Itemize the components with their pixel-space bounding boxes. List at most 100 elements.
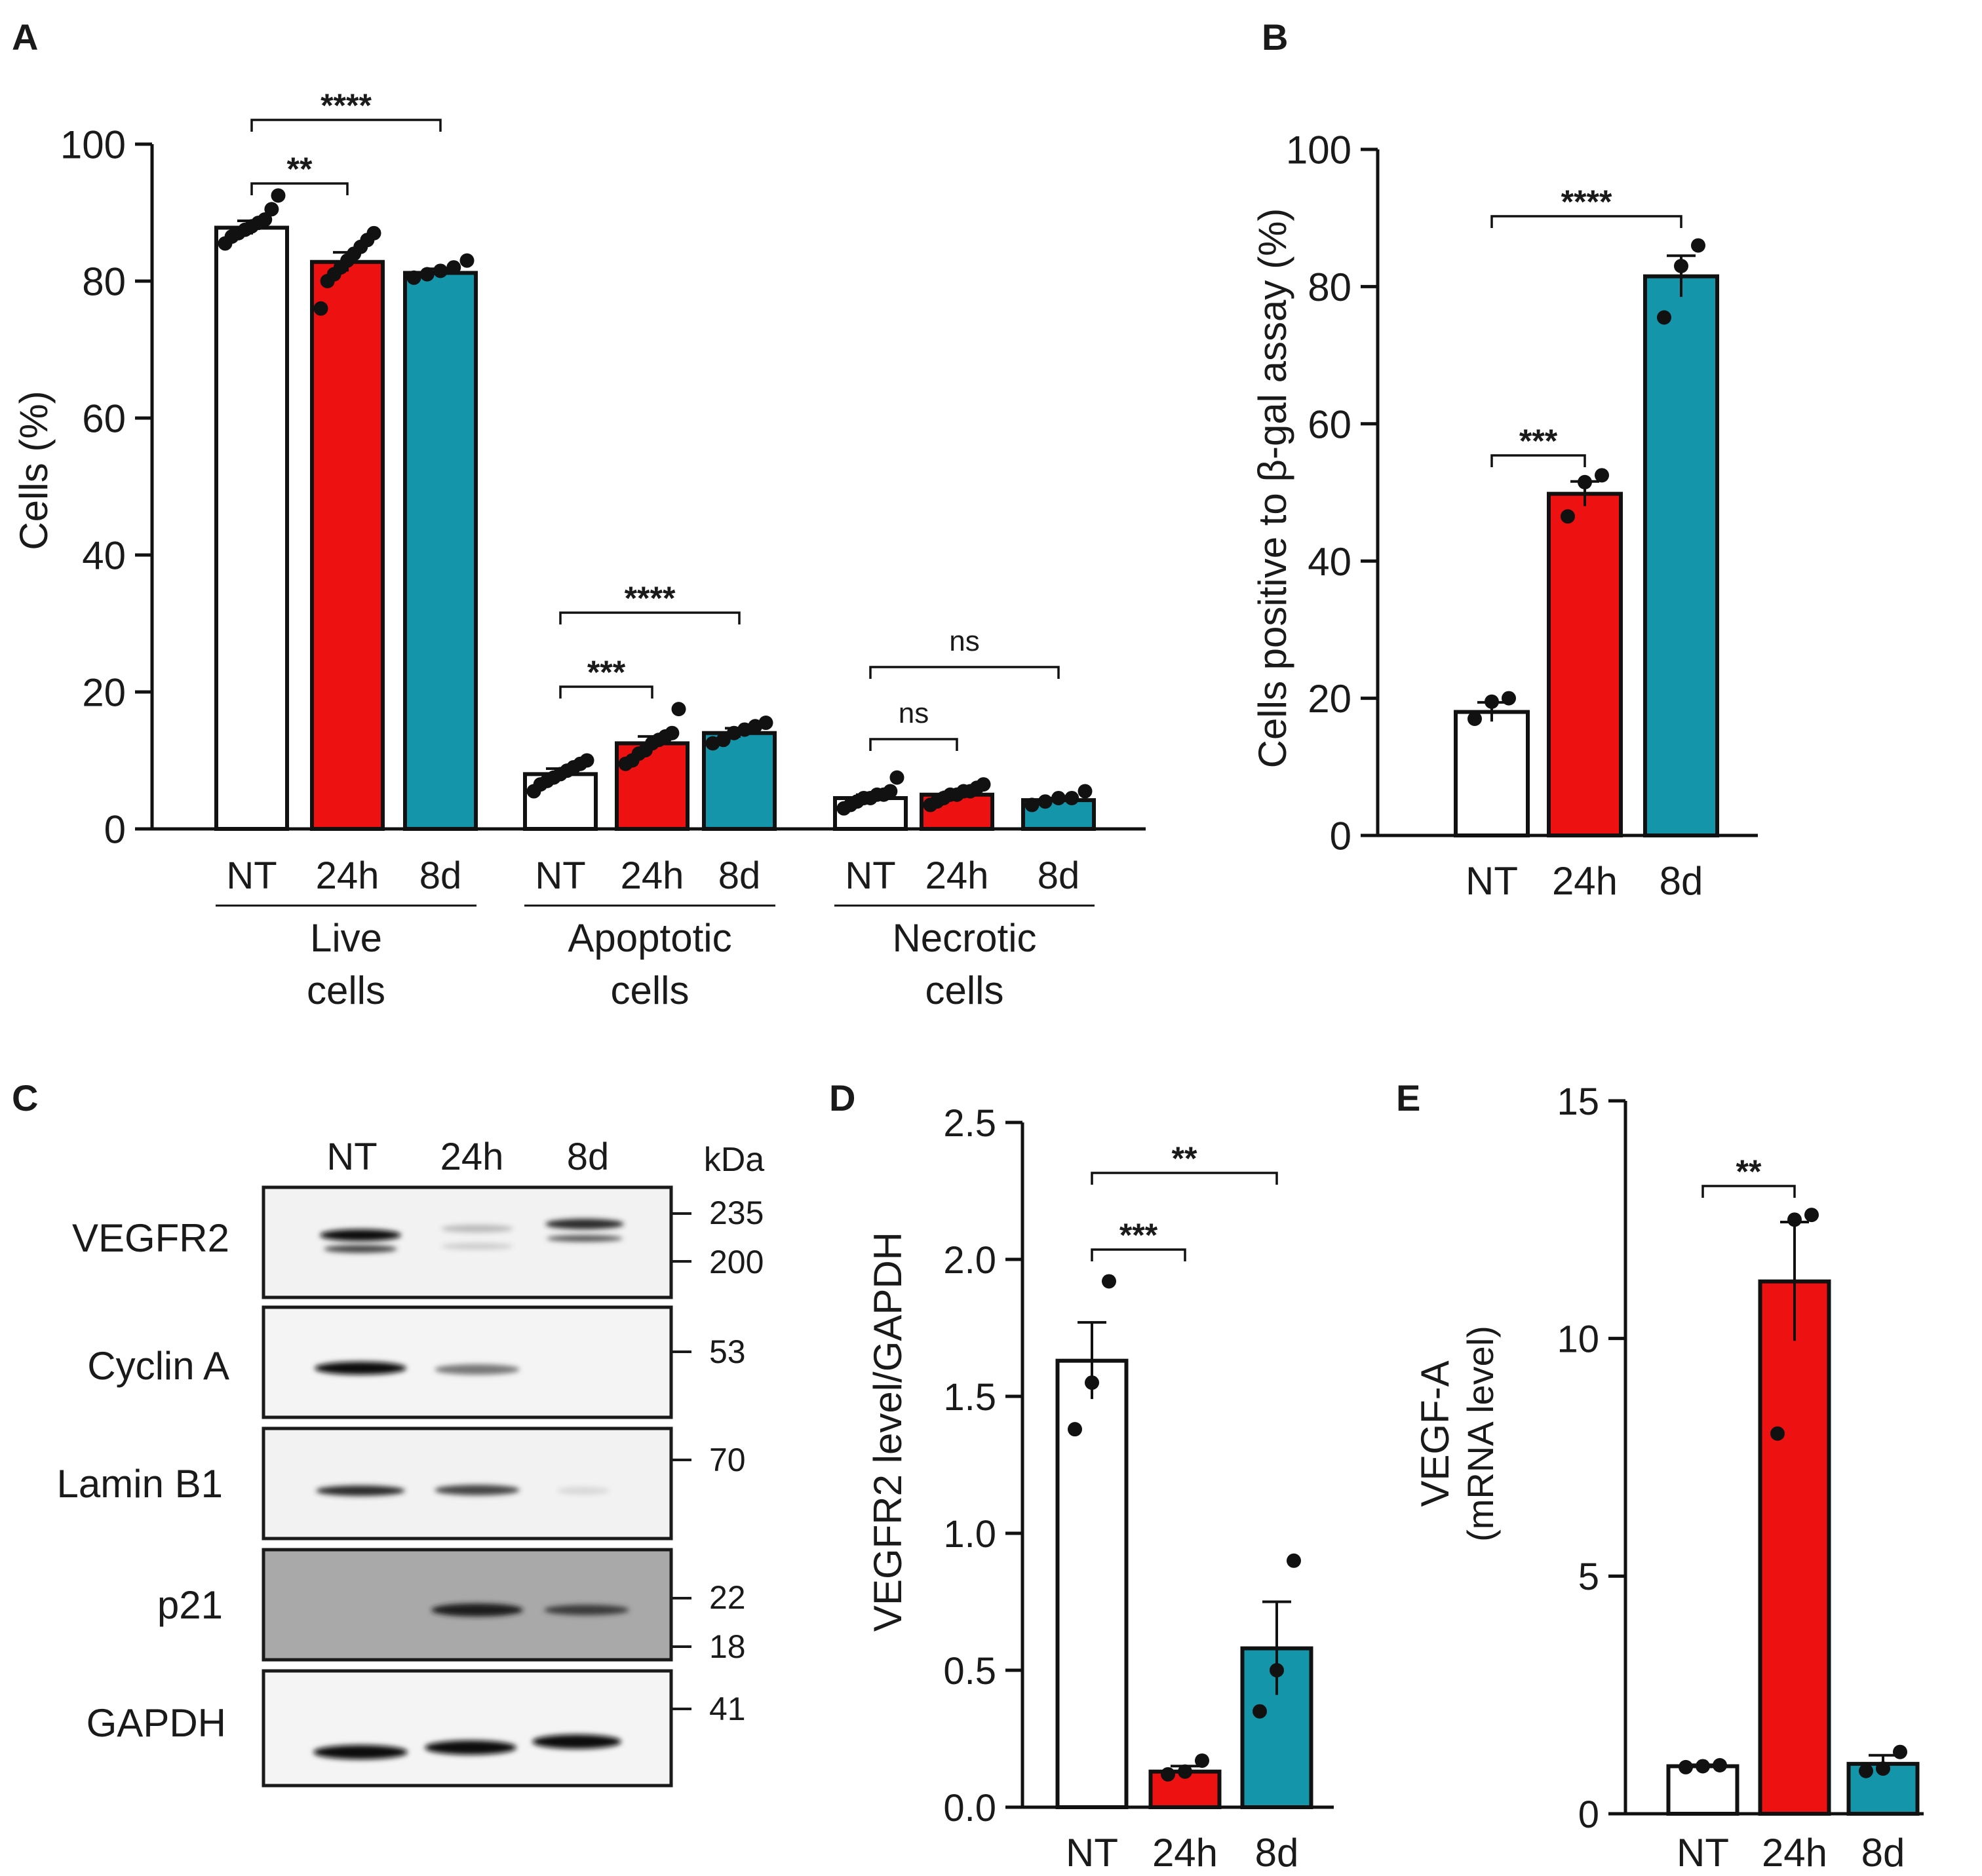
panel-a-group-label: cells <box>307 968 385 1012</box>
panel-e-data-point <box>1713 1758 1727 1773</box>
panel-e-data-point <box>1804 1208 1819 1223</box>
panel-a-x-tick-label: NT <box>535 854 585 897</box>
panel-a-data-point <box>976 777 991 792</box>
panel-e-x-tick-label: 8d <box>1861 1831 1905 1875</box>
panel-a-significance-label: **** <box>321 87 372 124</box>
panel-a-data-point <box>1038 794 1053 809</box>
panel-b-y-tick-label: 80 <box>1308 265 1351 309</box>
panel-a-bar <box>214 225 289 831</box>
panel-a-x-tick-label: NT <box>845 854 895 897</box>
blot-marker-41: 41 <box>709 1691 746 1727</box>
panel-a-data-point <box>271 188 286 203</box>
panel-a-significance-label: ** <box>287 151 313 187</box>
panel-a-group-label: Apoptotic <box>568 916 731 960</box>
blot-band <box>425 1740 516 1755</box>
panel-a-significance-label: ns <box>949 625 979 657</box>
panel-d-y-tick-label: 0.0 <box>943 1787 996 1829</box>
blot-band <box>324 1245 397 1253</box>
panel-letter-a: A <box>12 16 38 58</box>
panel-d-data-point <box>1068 1422 1082 1437</box>
panel-b-y-tick-label: 60 <box>1308 402 1351 446</box>
panel-b-x-tick-label: NT <box>1466 859 1518 903</box>
blot-band <box>441 1225 513 1233</box>
panel-d-x-tick-label: NT <box>1066 1831 1118 1875</box>
panel-a-x-tick-label: 8d <box>1038 854 1080 897</box>
panel-a-significance-label: *** <box>587 654 626 691</box>
panel-d-data-point <box>1253 1704 1267 1719</box>
blot-band <box>532 1734 621 1749</box>
blot-band <box>557 1487 610 1495</box>
panel-d-y-label: VEGFR2 level/GAPDH <box>866 1232 910 1632</box>
panel-e-significance-bracket <box>1701 1185 1796 1198</box>
panel-d-y-tick-label: 2.5 <box>943 1102 996 1145</box>
panel-a-data-point <box>459 253 475 268</box>
panel-d-bar <box>1055 1358 1129 1809</box>
panel-a-x-tick-label: 24h <box>316 854 379 897</box>
panel-b-data-point <box>1561 509 1575 524</box>
panel-b-bar <box>1643 274 1719 837</box>
panel-a-significance-bracket <box>250 182 349 195</box>
panel-a-data-point <box>889 770 904 785</box>
panel-a-group-label: cells <box>610 968 689 1012</box>
blot-row-label-cyclin-a: Cyclin A <box>87 1344 229 1388</box>
panel-b-y-tick-label: 0 <box>1330 814 1351 858</box>
panel-a-x-tick-label: 8d <box>718 854 761 897</box>
panel-d-data-point <box>1270 1663 1284 1677</box>
panel-a-data-point <box>406 270 421 285</box>
blot-marker-70: 70 <box>709 1442 746 1478</box>
blot-row-label-vegfr2: VEGFR2 <box>72 1216 229 1260</box>
panel-a-significance-bracket <box>559 685 653 699</box>
blot-strip-gapdh <box>262 1669 673 1788</box>
panel-e-x-tick-label: 24h <box>1762 1831 1827 1875</box>
blot-band <box>313 1745 408 1759</box>
panel-b-bar <box>1547 491 1623 837</box>
panel-d-y-tick-label: 2.0 <box>943 1239 996 1282</box>
panel-a-y-label: Cells (%) <box>12 391 56 550</box>
panel-letter-d: D <box>829 1077 855 1119</box>
panel-e-chart: VEGF-A (mRNA level) 0 5 10 15 NT 24h 8d ** <box>1413 1081 1924 1875</box>
blot-band <box>431 1603 523 1617</box>
panel-e-data-point <box>1876 1761 1890 1776</box>
blot-band <box>435 1485 520 1495</box>
panel-a-group-label: Necrotic <box>892 916 1036 960</box>
panel-d-data-point <box>1178 1764 1192 1779</box>
panel-a-data-point <box>883 784 898 799</box>
blot-marker-18: 18 <box>709 1628 746 1665</box>
panel-d-x-tick-label: 24h <box>1152 1831 1218 1875</box>
panel-a-data-point <box>579 753 594 768</box>
panel-a-significance-label: **** <box>625 580 676 617</box>
panel-e-data-point <box>1696 1759 1710 1774</box>
panel-b-data-point <box>1674 258 1688 273</box>
panel-b-data-point <box>1691 238 1705 253</box>
panel-b-significance-bracket <box>1490 215 1682 228</box>
panel-b-data-point <box>1485 694 1499 709</box>
panel-a-bar <box>403 271 478 831</box>
panel-d-y-tick-label: 1.0 <box>943 1513 996 1556</box>
blot-lane-label-nt: NT <box>326 1136 377 1178</box>
panel-a-data-point <box>758 716 773 731</box>
blot-band <box>315 1362 406 1375</box>
panel-a-data-point <box>446 260 461 275</box>
panel-a-data-point <box>264 202 279 217</box>
panel-e-y-tick-label: 10 <box>1557 1318 1599 1361</box>
panel-e-y-label-line2: (mRNA level) <box>1460 1326 1501 1542</box>
panel-b-data-point <box>1657 310 1671 325</box>
panel-e-data-point <box>1859 1763 1873 1778</box>
panel-b-x-tick-label: 8d <box>1660 859 1703 903</box>
panel-d-data-point <box>1195 1753 1209 1768</box>
panel-b-y-tick-label: 20 <box>1308 677 1351 721</box>
panel-b-significance-label: **** <box>1561 183 1612 220</box>
blot-strip-lamin-b1 <box>262 1426 673 1541</box>
blot-marker-200: 200 <box>709 1244 764 1280</box>
panel-d-significance-label: ** <box>1172 1140 1197 1177</box>
blot-band <box>320 1229 401 1241</box>
panel-d-significance-bracket <box>1091 1248 1186 1261</box>
panel-e-x-tick-label: NT <box>1677 1831 1729 1875</box>
blot-marker-53: 53 <box>709 1333 746 1370</box>
panel-b-chart: Cells positive to β-gal assay (%) 0 20 40 6… <box>1251 128 1758 903</box>
panel-d-data-point <box>1287 1553 1301 1568</box>
panel-a-data-point <box>665 725 680 740</box>
panel-a-group-label: cells <box>925 968 1003 1012</box>
blot-row-label-gapdh: GAPDH <box>87 1701 226 1745</box>
panel-b-bar <box>1454 710 1530 838</box>
